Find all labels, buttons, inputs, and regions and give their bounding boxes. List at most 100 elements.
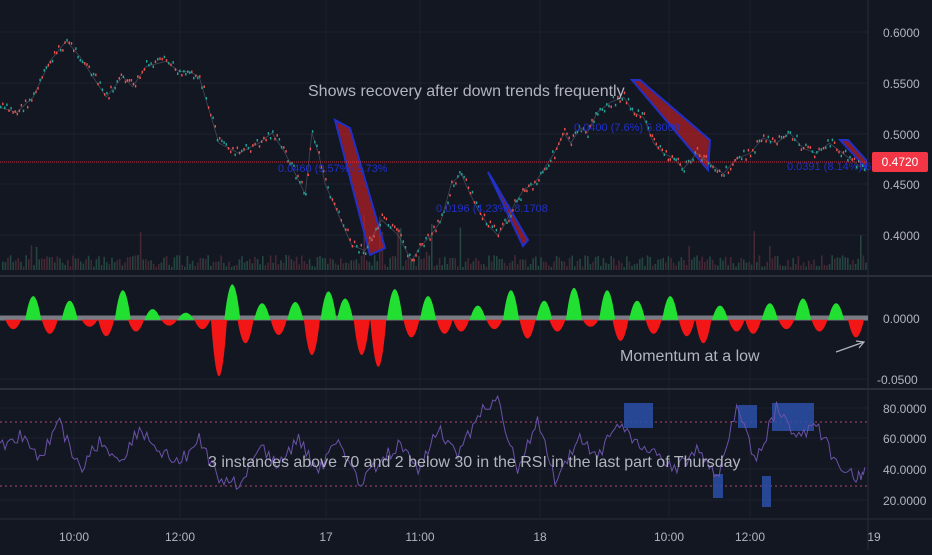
volume-bar (423, 258, 425, 270)
price-candle (68, 41, 70, 45)
volume-bar (490, 261, 493, 270)
price-candle (212, 116, 214, 120)
volume-bar (735, 266, 737, 270)
volume-bar (805, 266, 807, 270)
volume-bar (719, 257, 722, 270)
price-candle (185, 72, 187, 76)
volume-bar (532, 258, 534, 270)
price-candle (263, 136, 265, 140)
price-candle (143, 68, 146, 71)
price-candle (51, 59, 54, 63)
down-channel-3[interactable] (629, 79, 712, 173)
volume-bar (522, 259, 524, 270)
volume-bar (204, 259, 207, 270)
price-candle (124, 80, 127, 84)
price-candle (99, 81, 101, 84)
price-candle (247, 146, 250, 150)
price-candle (481, 217, 484, 221)
price-candle (752, 149, 754, 152)
price-candle (360, 243, 362, 247)
down-channel-4[interactable] (837, 139, 867, 171)
volume-bar (329, 258, 332, 270)
price-candle (732, 163, 734, 166)
price-candle (534, 180, 536, 184)
volume-bar (826, 265, 828, 270)
volume-bar (766, 261, 768, 270)
volume-bar (173, 257, 176, 270)
price-candle (2, 102, 4, 106)
price-candle (12, 111, 14, 114)
price-candle (629, 107, 632, 111)
price-candle (126, 79, 129, 82)
price-series (0, 38, 867, 262)
volume-bar (116, 260, 118, 270)
price-candle (840, 154, 842, 158)
price-axis[interactable]: 0.6000 0.5500 0.5000 0.4500 0.4000 (883, 26, 920, 243)
volume-bar (693, 257, 696, 270)
down-channel-1[interactable] (333, 118, 387, 257)
price-candle (205, 97, 208, 100)
time-axis[interactable]: 10:00 12:00 17 11:00 18 10:00 12:00 19 (59, 530, 881, 544)
volume-bar (220, 255, 222, 270)
volume-bar (779, 264, 781, 270)
rsi-line (0, 394, 866, 491)
volume-bar (641, 257, 644, 270)
price-candle (421, 243, 423, 246)
volume-bar (511, 261, 514, 270)
price-candle (780, 135, 783, 139)
volume-bar (95, 259, 98, 270)
volume-bar (558, 257, 560, 270)
price-candle (568, 136, 570, 140)
price-candle (159, 57, 161, 60)
price-candle (860, 163, 862, 167)
annotation-arrow[interactable] (835, 340, 866, 353)
volume-bar (717, 265, 719, 270)
volume-bar (457, 266, 459, 270)
volume-bar (168, 264, 170, 270)
price-candle (542, 170, 544, 174)
volume-bar (753, 231, 755, 270)
price-candle (623, 91, 626, 95)
volume-bar (813, 259, 815, 270)
annotation-momentum[interactable]: Momentum at a low (620, 348, 760, 365)
price-candle (81, 60, 84, 64)
volume-bar (589, 264, 592, 270)
momentum-tick-label: -0.0500 (877, 373, 918, 387)
volume-bar (459, 227, 462, 270)
volume-bar (412, 258, 415, 270)
price-candle (400, 233, 402, 237)
volume-bar (860, 235, 862, 270)
price-candle (617, 95, 619, 99)
volume-bar (696, 255, 698, 270)
down-channel-2[interactable] (487, 171, 530, 248)
price-candle (849, 155, 851, 159)
price-candle (148, 63, 150, 67)
volume-bar (662, 257, 664, 270)
price-candle (692, 158, 694, 162)
volume-bar (327, 264, 329, 270)
volume-bar (178, 255, 181, 270)
momentum-positive-bar (61, 300, 78, 320)
volume-bar (59, 258, 61, 270)
volume-bar (7, 257, 9, 270)
price-candle (681, 168, 683, 171)
momentum-axis[interactable]: 0.0000 -0.0500 (877, 312, 920, 387)
rsi-axis[interactable]: 80.0000 60.0000 40.0000 20.0000 (883, 402, 927, 508)
price-candle (331, 198, 334, 201)
price-candle (606, 103, 608, 106)
annotation-recovery[interactable]: Shows recovery after down trends frequen… (308, 83, 625, 100)
volume-bar (85, 259, 87, 270)
channel-overlays[interactable] (333, 79, 867, 257)
volume-bar (602, 257, 605, 270)
volume-bar (722, 260, 724, 270)
annotation-rsi[interactable]: 3 instances above 70 and 2 below 30 in t… (208, 454, 740, 471)
volume-bar (462, 267, 464, 270)
price-candle (223, 141, 225, 144)
price-candle (564, 127, 566, 131)
price-candle (787, 130, 789, 134)
volume-bar (215, 261, 217, 270)
volume-bar (319, 255, 321, 270)
volume-bar (862, 255, 865, 270)
price-candle (375, 227, 377, 231)
price-candle (794, 138, 796, 142)
